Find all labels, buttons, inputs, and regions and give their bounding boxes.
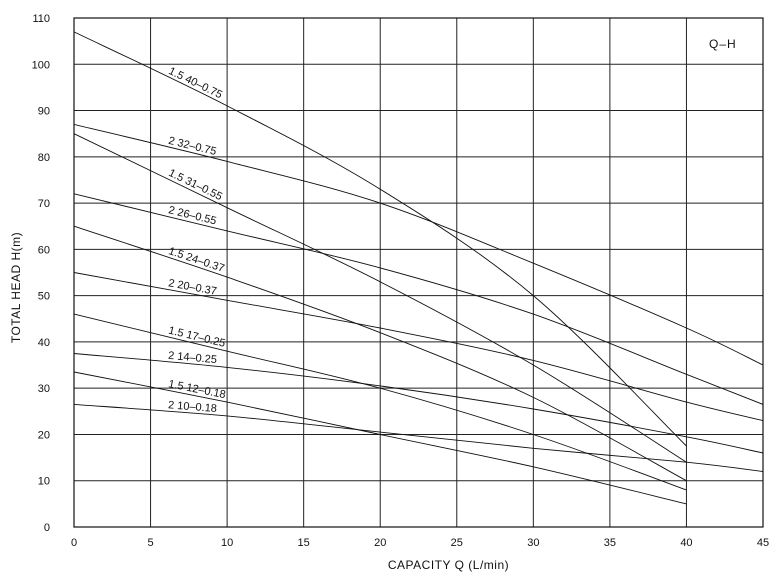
series-line bbox=[73, 225, 687, 482]
y-tick-label: 20 bbox=[38, 429, 50, 441]
y-tick-label: 60 bbox=[38, 244, 50, 256]
y-tick-label: 30 bbox=[38, 383, 50, 395]
x-tick-label: 0 bbox=[71, 537, 77, 549]
series-line bbox=[73, 272, 764, 422]
y-axis-label: TOTAL HEAD H(m) bbox=[9, 232, 23, 343]
y-tick-label: 80 bbox=[38, 152, 50, 164]
series-label: 2 14–0.25 bbox=[168, 350, 218, 366]
y-tick-label: 100 bbox=[32, 59, 50, 71]
x-tick-label: 10 bbox=[221, 537, 233, 549]
series-label: 1.5 12–0.18 bbox=[167, 378, 226, 401]
x-tick-label: 45 bbox=[757, 537, 769, 549]
y-tick-label: 70 bbox=[38, 198, 50, 210]
series-label: 1.5 31–0.55 bbox=[167, 167, 225, 203]
y-tick-label: 40 bbox=[38, 337, 50, 349]
series-line bbox=[73, 31, 687, 447]
x-tick-label: 30 bbox=[527, 537, 539, 549]
x-tick-label: 5 bbox=[147, 537, 153, 549]
y-tick-label: 50 bbox=[38, 291, 50, 303]
grid bbox=[73, 17, 764, 528]
series-line bbox=[73, 193, 764, 405]
series-label: 2 26–0.55 bbox=[167, 204, 217, 227]
y-tick-label: 110 bbox=[32, 13, 50, 25]
x-tick-label: 25 bbox=[451, 537, 463, 549]
x-axis-label: CAPACITY Q (L/min) bbox=[388, 558, 509, 572]
series-label: 2 20–0.37 bbox=[167, 277, 217, 298]
x-tick-label: 15 bbox=[298, 537, 310, 549]
x-tick-label: 20 bbox=[374, 537, 386, 549]
y-tick-label: 10 bbox=[38, 476, 50, 488]
series-line bbox=[73, 353, 764, 454]
x-tick-label: 40 bbox=[680, 537, 692, 549]
y-tick-label: 90 bbox=[38, 106, 50, 118]
pump-curves bbox=[73, 31, 764, 505]
series-line bbox=[73, 133, 687, 463]
series-line bbox=[73, 371, 687, 505]
series-label: 2 32–0.75 bbox=[167, 135, 217, 158]
plot-frame bbox=[73, 17, 764, 528]
series-label: 1.5 17–0.25 bbox=[167, 325, 226, 350]
chart-title: Q–H bbox=[709, 37, 737, 51]
series-line bbox=[73, 123, 764, 366]
series-label: 2 10–0.18 bbox=[168, 399, 218, 415]
series-label: 1.5 40–0.75 bbox=[167, 65, 225, 101]
tick-labels: 0 5 10 15 20 25 30 35 40 45 0 10 20 30 40 50 60 70 80 90 100… bbox=[32, 13, 769, 549]
series-line bbox=[73, 403, 764, 472]
y-tick-label: 0 bbox=[44, 522, 50, 534]
x-tick-label: 35 bbox=[604, 537, 616, 549]
